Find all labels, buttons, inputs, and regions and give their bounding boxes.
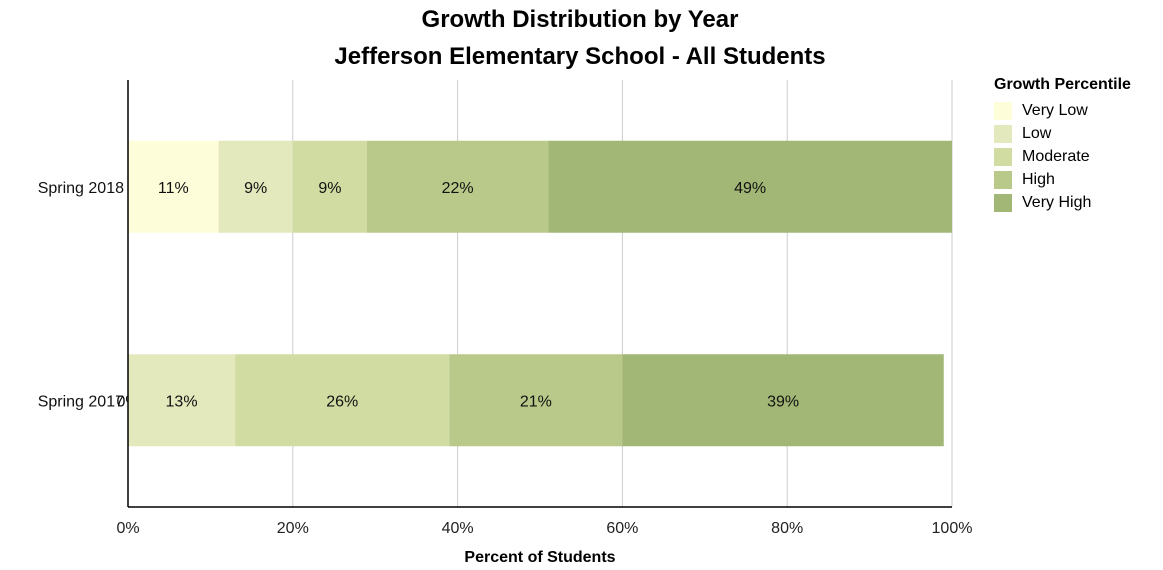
x-tick-label: 60% (606, 520, 638, 537)
data-label: 39% (767, 393, 799, 410)
legend-item: Low (994, 122, 1131, 145)
legend-item: Very Low (994, 99, 1131, 122)
legend-swatch (994, 124, 1012, 143)
legend-swatch (994, 193, 1012, 212)
legend-label: Very Low (1022, 101, 1088, 119)
bar-segment (218, 140, 293, 233)
legend-swatch (994, 101, 1012, 120)
x-tick-label: 100% (932, 520, 973, 537)
bar-segment (128, 140, 219, 233)
x-tick-label: 40% (442, 520, 474, 537)
legend-swatch (994, 170, 1012, 189)
bar-segment (548, 140, 952, 233)
legend-item: Very High (994, 191, 1131, 214)
legend-label: Very High (1022, 193, 1092, 211)
legend-items: Very Low Low Moderate High Very High (994, 99, 1131, 214)
bar-segment (235, 354, 450, 447)
data-label: 9% (244, 180, 267, 197)
x-tick-label: 0% (116, 520, 139, 537)
bar-segment (449, 354, 623, 447)
chart-subtitle: Jefferson Elementary School - All Studen… (334, 43, 826, 70)
legend-title: Growth Percentile (994, 76, 1131, 93)
x-axis-title: Percent of Students (464, 549, 615, 566)
x-tick-label: 20% (277, 520, 309, 537)
bar-chart: 0% 20% 40% 60% 80% 100% 11% 9% 9% 22% 49% Spring 20… (38, 80, 973, 566)
legend-label: High (1022, 170, 1055, 188)
bar-segment (622, 354, 944, 447)
data-label: 49% (734, 180, 766, 197)
chart-title: Growth Distribution by Year (421, 6, 739, 33)
bar-segment (128, 354, 236, 447)
legend-label: Low (1022, 124, 1052, 142)
y-category-label: Spring 2018 (38, 180, 124, 197)
legend-item: Moderate (994, 145, 1131, 168)
y-category-label: Spring 2017 (38, 393, 124, 410)
data-label: 26% (326, 393, 358, 410)
data-label: 9% (318, 180, 341, 197)
data-label: 21% (520, 393, 552, 410)
data-label: 22% (442, 180, 474, 197)
x-tick-label: 80% (771, 520, 803, 537)
bar-segment (366, 140, 549, 233)
legend: Growth Percentile Very Low Low Moderate Hig… (994, 76, 1131, 214)
data-label: 13% (166, 393, 198, 410)
legend-item: High (994, 168, 1131, 191)
legend-label: Moderate (1022, 147, 1090, 165)
bar-segment (292, 140, 367, 233)
data-label: 11% (158, 180, 189, 197)
legend-swatch (994, 147, 1012, 166)
